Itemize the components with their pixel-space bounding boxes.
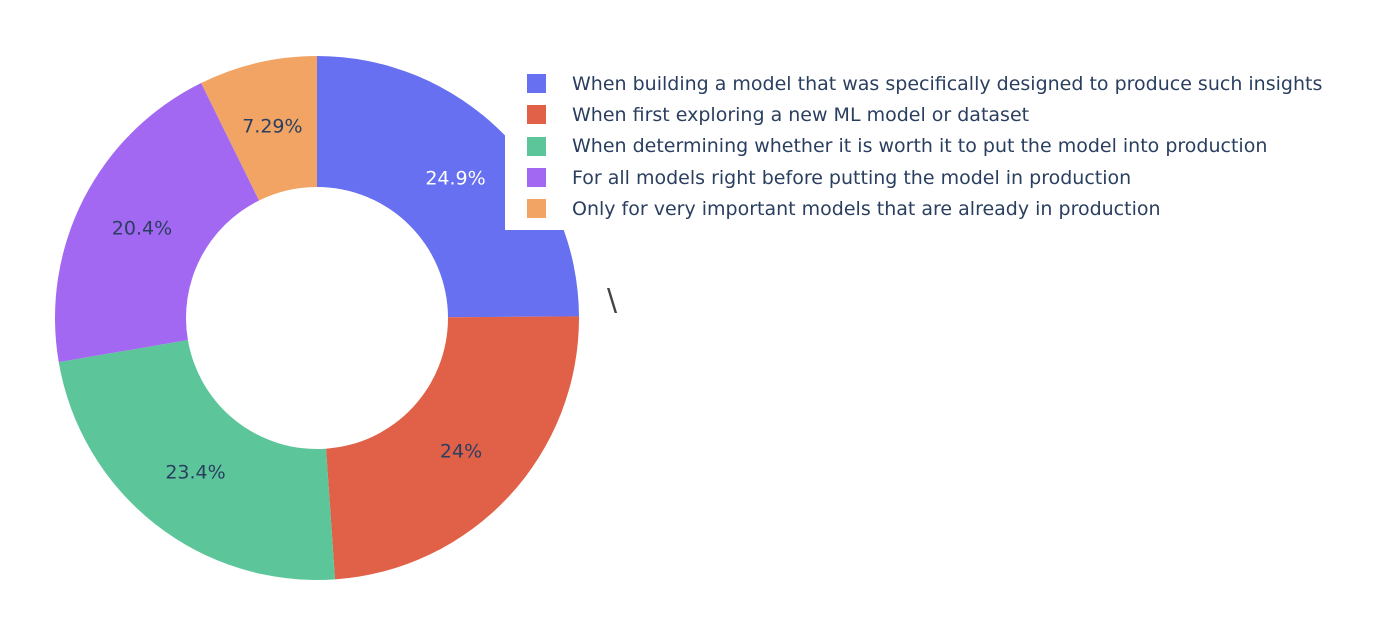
legend-item-5[interactable]: Only for very important models that are … <box>505 193 1332 224</box>
legend-label-4: For all models right before putting the … <box>572 166 1132 189</box>
legend-label-2: When first exploring a new ML model or d… <box>572 103 1030 126</box>
legend-swatch-1 <box>527 74 546 94</box>
legend-swatch-4 <box>527 168 546 188</box>
legend-item-2[interactable]: When first exploring a new ML model or d… <box>505 99 1332 130</box>
donut-slice-5 <box>201 56 317 201</box>
legend-label-3: When determining whether it is worth it … <box>572 135 1268 158</box>
legend-item-1[interactable]: When building a model that was specifica… <box>505 68 1332 99</box>
slice-percent-label-4: 20.4% <box>112 218 172 240</box>
legend-label-5: Only for very important models that are … <box>572 197 1161 220</box>
slice-labels: 24.9% 24% 23.4% 20.4% 7.29% <box>112 116 486 484</box>
donut-slice-1 <box>317 56 579 318</box>
legend-swatch-5 <box>527 199 546 219</box>
legend-item-3[interactable]: When determining whether it is worth it … <box>505 131 1332 162</box>
donut-slices <box>55 56 579 580</box>
stray-backslash-mark: \ <box>607 283 618 318</box>
slice-percent-label-1: 24.9% <box>425 168 485 190</box>
donut-slice-4 <box>55 83 260 363</box>
slice-percent-label-3: 23.4% <box>165 461 225 483</box>
slice-percent-label-2: 24% <box>440 441 482 463</box>
slice-percent-label-5: 7.29% <box>242 116 302 138</box>
legend-item-4[interactable]: For all models right before putting the … <box>505 162 1332 193</box>
donut-slice-2 <box>326 316 579 580</box>
chart-legend: When building a model that was specifica… <box>505 64 1333 231</box>
legend-swatch-2 <box>527 105 546 125</box>
legend-swatch-3 <box>527 136 546 156</box>
legend-label-1: When building a model that was specifica… <box>572 72 1323 95</box>
donut-slice-3 <box>58 340 336 580</box>
